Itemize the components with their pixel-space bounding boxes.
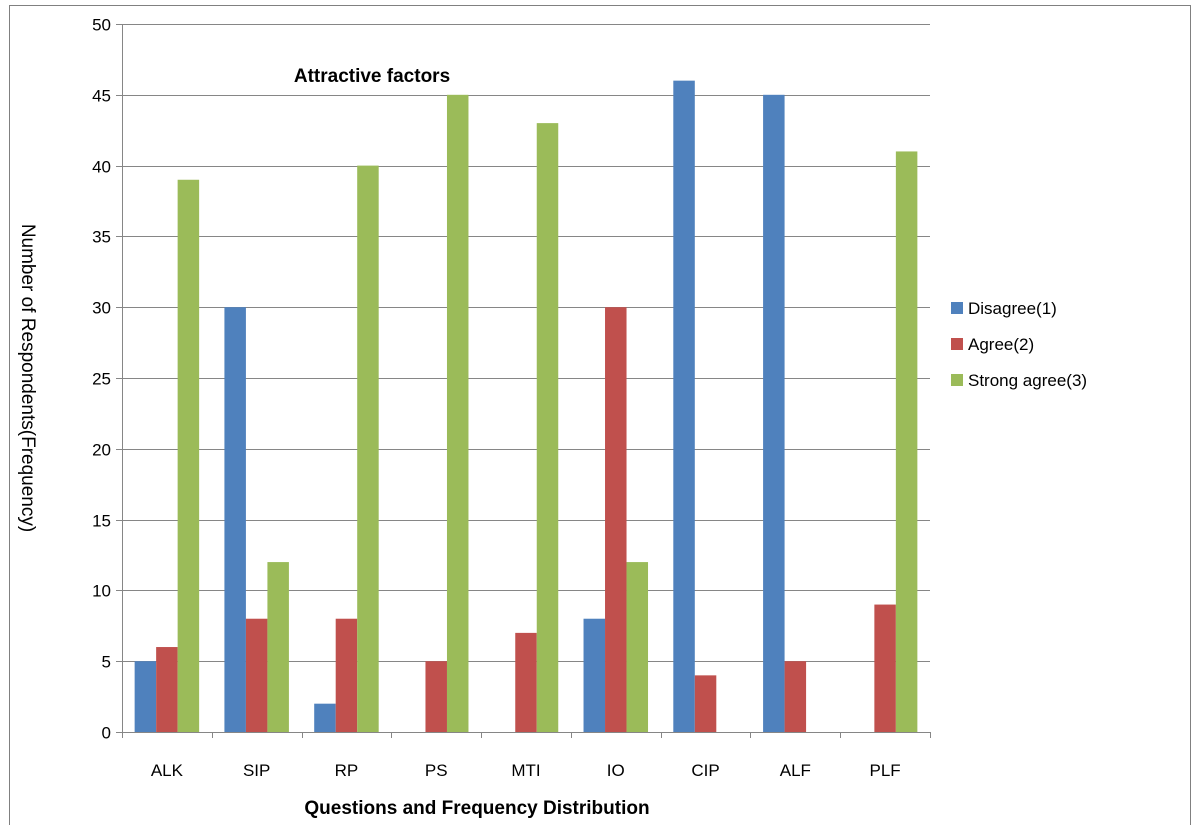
y-axis-title: Number of Respondents(Frequency) (17, 224, 38, 532)
x-axis-title: Questions and Frequency Distribution (304, 798, 649, 819)
y-tick-label: 20 (92, 441, 111, 460)
bar (446, 94, 469, 733)
y-tick-label: 35 (92, 228, 111, 247)
bar (763, 94, 785, 733)
bar (267, 562, 289, 732)
chart-title: Attractive factors (294, 66, 450, 87)
y-tick-label: 10 (92, 582, 111, 601)
y-tick-label: 25 (92, 370, 111, 389)
bar (314, 703, 336, 732)
bar (673, 80, 695, 732)
legend-label: Disagree(1) (968, 299, 1057, 318)
x-tick-label: PLF (870, 761, 901, 780)
legend-label: Strong agree(3) (968, 371, 1087, 390)
y-tick-label: 45 (92, 87, 111, 106)
bar (626, 562, 649, 732)
legend-swatch (951, 338, 963, 350)
axes: 0 5 10 15 20 25 30 35 40 45 50 ALK SIP RP PS MTI IO CIP AL… (92, 16, 931, 780)
y-tick-label: 5 (102, 653, 111, 672)
y-tick-label: 50 (92, 16, 111, 35)
x-tick-label: CIP (691, 761, 719, 780)
x-tick-label: SIP (243, 761, 270, 780)
bar (335, 618, 358, 732)
bar (895, 151, 918, 732)
legend: Disagree(1) Agree(2) Strong agree(3) (951, 299, 1087, 390)
y-tick-label: 40 (92, 158, 111, 177)
bar (224, 307, 246, 732)
y-tick-label: 0 (102, 724, 111, 743)
bar (177, 179, 200, 732)
bar (134, 661, 157, 732)
bar (784, 661, 807, 732)
bar (536, 123, 559, 733)
legend-swatch (951, 374, 963, 386)
bars (134, 80, 918, 733)
x-tick-label: PS (425, 761, 448, 780)
bar (874, 604, 896, 732)
x-tick-label: ALF (780, 761, 811, 780)
x-tick-label: MTI (511, 761, 540, 780)
y-tick-label: 15 (92, 512, 111, 531)
bar (357, 165, 379, 733)
x-tick-label: ALK (151, 761, 184, 780)
bar (694, 675, 717, 732)
bar (583, 618, 606, 732)
x-tick-label: RP (335, 761, 359, 780)
bar (156, 647, 178, 732)
x-tick-label: IO (607, 761, 625, 780)
bar (425, 661, 447, 732)
bar (515, 632, 537, 732)
bar (245, 618, 268, 732)
bar (605, 307, 627, 732)
y-tick-label: 30 (92, 299, 111, 318)
legend-swatch (951, 302, 963, 314)
legend-label: Agree(2) (968, 335, 1034, 354)
